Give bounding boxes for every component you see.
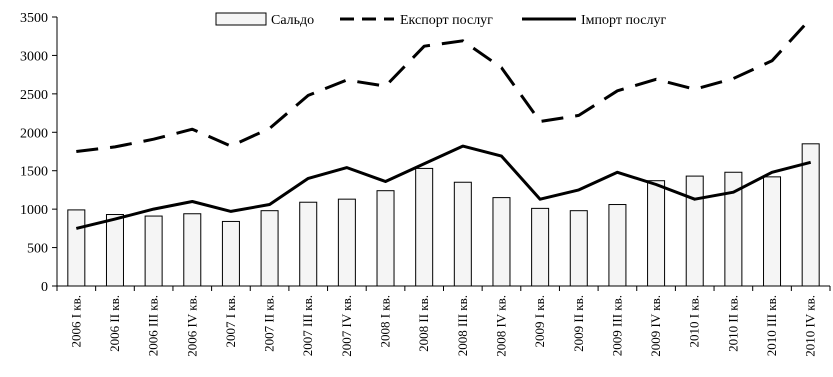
x-tick-label: 2007 II кв.: [262, 295, 277, 352]
bar-saldo: [647, 180, 666, 287]
y-tick-label: 1000: [20, 203, 48, 218]
x-tick-label: 2009 II кв.: [571, 295, 586, 352]
x-tick-label: 2009 IV кв.: [648, 295, 663, 357]
bar-saldo: [763, 176, 782, 287]
x-tick-label: 2010 II кв.: [725, 295, 740, 352]
x-tick-label: 2010 III кв.: [764, 295, 779, 356]
bar-saldo: [801, 143, 820, 287]
legend-label-import: Імпорт послуг: [581, 13, 666, 28]
bars: [67, 143, 820, 287]
bar-saldo: [337, 198, 356, 287]
y-tick-labels: 0 500 1000 1500 2000 2500 3000 3500: [20, 11, 48, 295]
bar-saldo: [569, 210, 588, 287]
bar-saldo: [299, 201, 318, 287]
bar-saldo: [608, 204, 627, 287]
x-tick-label: 2009 III кв.: [609, 295, 624, 356]
y-tick-label: 3500: [20, 11, 48, 26]
bar-saldo: [221, 220, 240, 287]
x-tick-label: 2007 I кв.: [223, 295, 238, 348]
legend-box: [212, 7, 677, 32]
legend-label-saldo: Сальдо: [271, 13, 314, 28]
bar-saldo: [685, 175, 704, 287]
y-tick-label: 500: [27, 242, 48, 257]
x-tick-label: 2008 II кв.: [416, 295, 431, 352]
bar-saldo: [260, 210, 279, 287]
bar-saldo: [183, 213, 202, 287]
x-tick-label: 2006 III кв.: [146, 295, 161, 356]
legend-swatch-saldo: [215, 12, 267, 26]
y-tick-label: 3000: [20, 49, 48, 64]
bar-saldo: [67, 209, 86, 287]
bar-saldo: [376, 190, 395, 287]
x-tick-label: 2010 IV кв.: [803, 295, 818, 357]
line-export: [76, 17, 812, 153]
legend: Сальдо Експорт послуг Імпорт послуг: [212, 7, 677, 32]
axes: [52, 16, 831, 291]
bar-saldo: [531, 207, 550, 287]
bar-saldo: [492, 197, 511, 287]
bar-saldo: [144, 215, 163, 287]
x-tick-label: 2006 II кв.: [107, 295, 122, 352]
x-tick-label: 2008 IV кв.: [493, 295, 508, 357]
x-tick-label: 2010 I кв.: [687, 295, 702, 348]
y-tick-label: 2500: [20, 88, 48, 103]
y-tick-label: 1500: [20, 165, 48, 180]
x-tick-label: 2009 I кв.: [532, 295, 547, 348]
lines: [75, 17, 812, 230]
y-tick-label: 2000: [20, 126, 48, 141]
x-tick-label: 2007 III кв.: [300, 295, 315, 356]
legend-label-export: Експорт послуг: [400, 13, 493, 28]
bar-saldo: [415, 167, 434, 287]
x-tick-label: 2008 I кв.: [378, 295, 393, 348]
y-tick-label: 0: [41, 280, 48, 295]
bar-saldo: [453, 181, 472, 287]
x-tick-label: 2007 IV кв.: [339, 295, 354, 357]
x-tick-label: 2006 I кв.: [68, 295, 83, 348]
bar-saldo: [724, 171, 743, 287]
x-tick-label: 2008 III кв.: [455, 295, 470, 356]
line-import: [75, 144, 812, 230]
x-tick-label: 2006 IV кв.: [184, 295, 199, 357]
x-tick-labels: 2006 I кв. 2006 II кв. 2006 III кв. 2006 IV…: [68, 295, 817, 357]
bar-saldo: [105, 214, 124, 287]
